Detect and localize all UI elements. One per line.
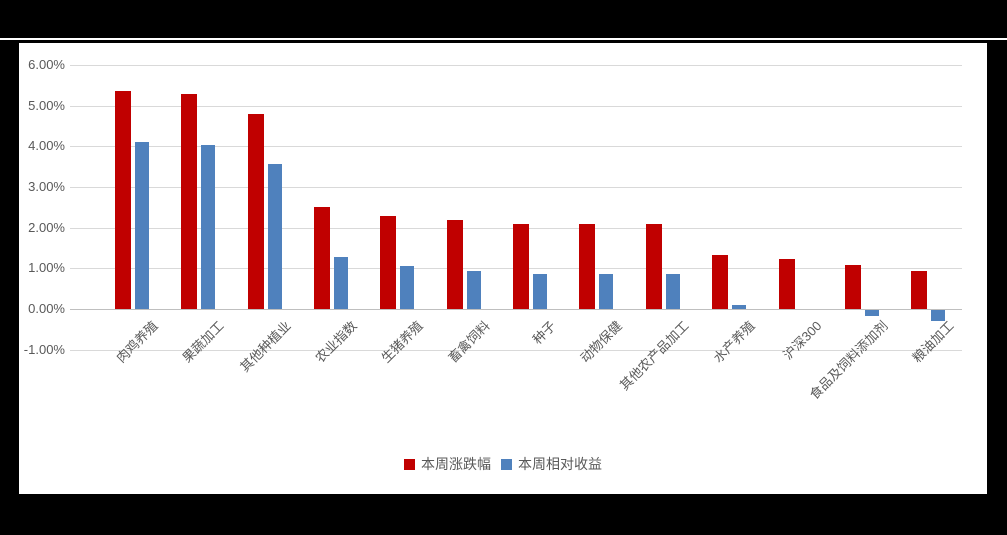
y-tick-label: 3.00% [28,179,65,194]
x-category-label-粮油加工: 粮油加工 [909,318,957,366]
legend-item-本周相对收益: 本周相对收益 [501,454,602,474]
chart-legend: 本周涨跌幅 本周相对收益 [19,454,987,474]
bar-relative-其他农产品加工 [665,274,680,309]
gridline-4.00% [70,146,962,148]
top-frame-stripe [0,38,1007,40]
bar-relative-水产养殖 [732,304,747,309]
bar-change-畜禽饲料 [446,220,463,309]
y-tick-label: 6.00% [28,57,65,72]
x-category-label-农业指数: 农业指数 [312,318,360,366]
bar-change-动物保健 [579,224,596,309]
x-category-label-其他农产品加工: 其他农产品加工 [616,318,692,394]
bar-change-沪深300 [778,259,795,309]
bar-relative-其他种植业 [267,163,282,309]
y-tick-label: 5.00% [28,97,65,113]
y-tick-label: 4.00% [28,138,65,154]
bar-change-食品及饲料添加剂 [844,265,861,309]
y-tick-label: 0.00% [28,301,65,316]
x-category-label-动物保健: 动物保健 [577,318,626,366]
bar-change-其他种植业 [247,113,264,309]
bar-change-生猪养殖 [380,215,397,309]
bar-relative-粮油加工 [931,310,946,322]
x-category-label-生猪养殖: 生猪养殖 [378,318,427,366]
bar-change-水产养殖 [712,254,729,309]
bar-change-果蔬加工 [181,94,198,309]
bar-relative-动物保健 [599,274,614,309]
bar-change-农业指数 [314,206,330,309]
legend-swatch-icon [404,458,415,470]
bar-change-粮油加工 [911,271,928,309]
gridline-5.00% [70,105,962,107]
bar-change-其他农产品加工 [645,224,662,309]
bar-relative-畜禽饲料 [466,270,481,309]
x-category-label-水产养殖: 水产养殖 [710,318,758,366]
gridline--1.00% [70,349,962,351]
bar-relative-生猪养殖 [400,266,415,309]
bar-relative-食品及饲料添加剂 [864,310,879,317]
gridline-3.00% [70,187,962,188]
legend-label: 本周涨跌幅 [421,456,491,472]
bar-relative-种子 [533,273,548,309]
x-category-label-种子: 种子 [529,318,559,348]
bar-relative-果蔬加工 [201,144,216,309]
legend-item-本周涨跌幅: 本周涨跌幅 [404,454,491,474]
x-category-label-畜禽饲料: 畜禽饲料 [445,318,493,366]
x-category-label-果蔬加工: 果蔬加工 [179,318,228,366]
bar-change-种子 [513,223,530,309]
bar-change-肉鸡养殖 [115,91,131,309]
bar-relative-肉鸡养殖 [135,142,149,309]
y-tick-label: 1.00% [28,260,65,276]
gridline-0.00% [70,309,962,310]
bar-relative-农业指数 [334,257,348,309]
x-category-label-其他种植业: 其他种植业 [236,318,294,375]
bar-chart: 6.00% 5.00% 4.00% 3.00% 2.00% 1.00% 0.00% -1.00… [19,43,987,494]
gridline-6.00% [70,65,962,66]
y-tick-label: -1.00% [23,341,65,357]
legend-label: 本周相对收益 [518,456,602,472]
y-tick-label: 2.00% [28,219,65,235]
x-category-label-肉鸡养殖: 肉鸡养殖 [113,318,161,366]
x-category-label-沪深300: 沪深300 [779,318,825,363]
chart-sheet: 6.00% 5.00% 4.00% 3.00% 2.00% 1.00% 0.00% -1.00… [19,43,987,494]
legend-swatch-icon [501,458,512,470]
